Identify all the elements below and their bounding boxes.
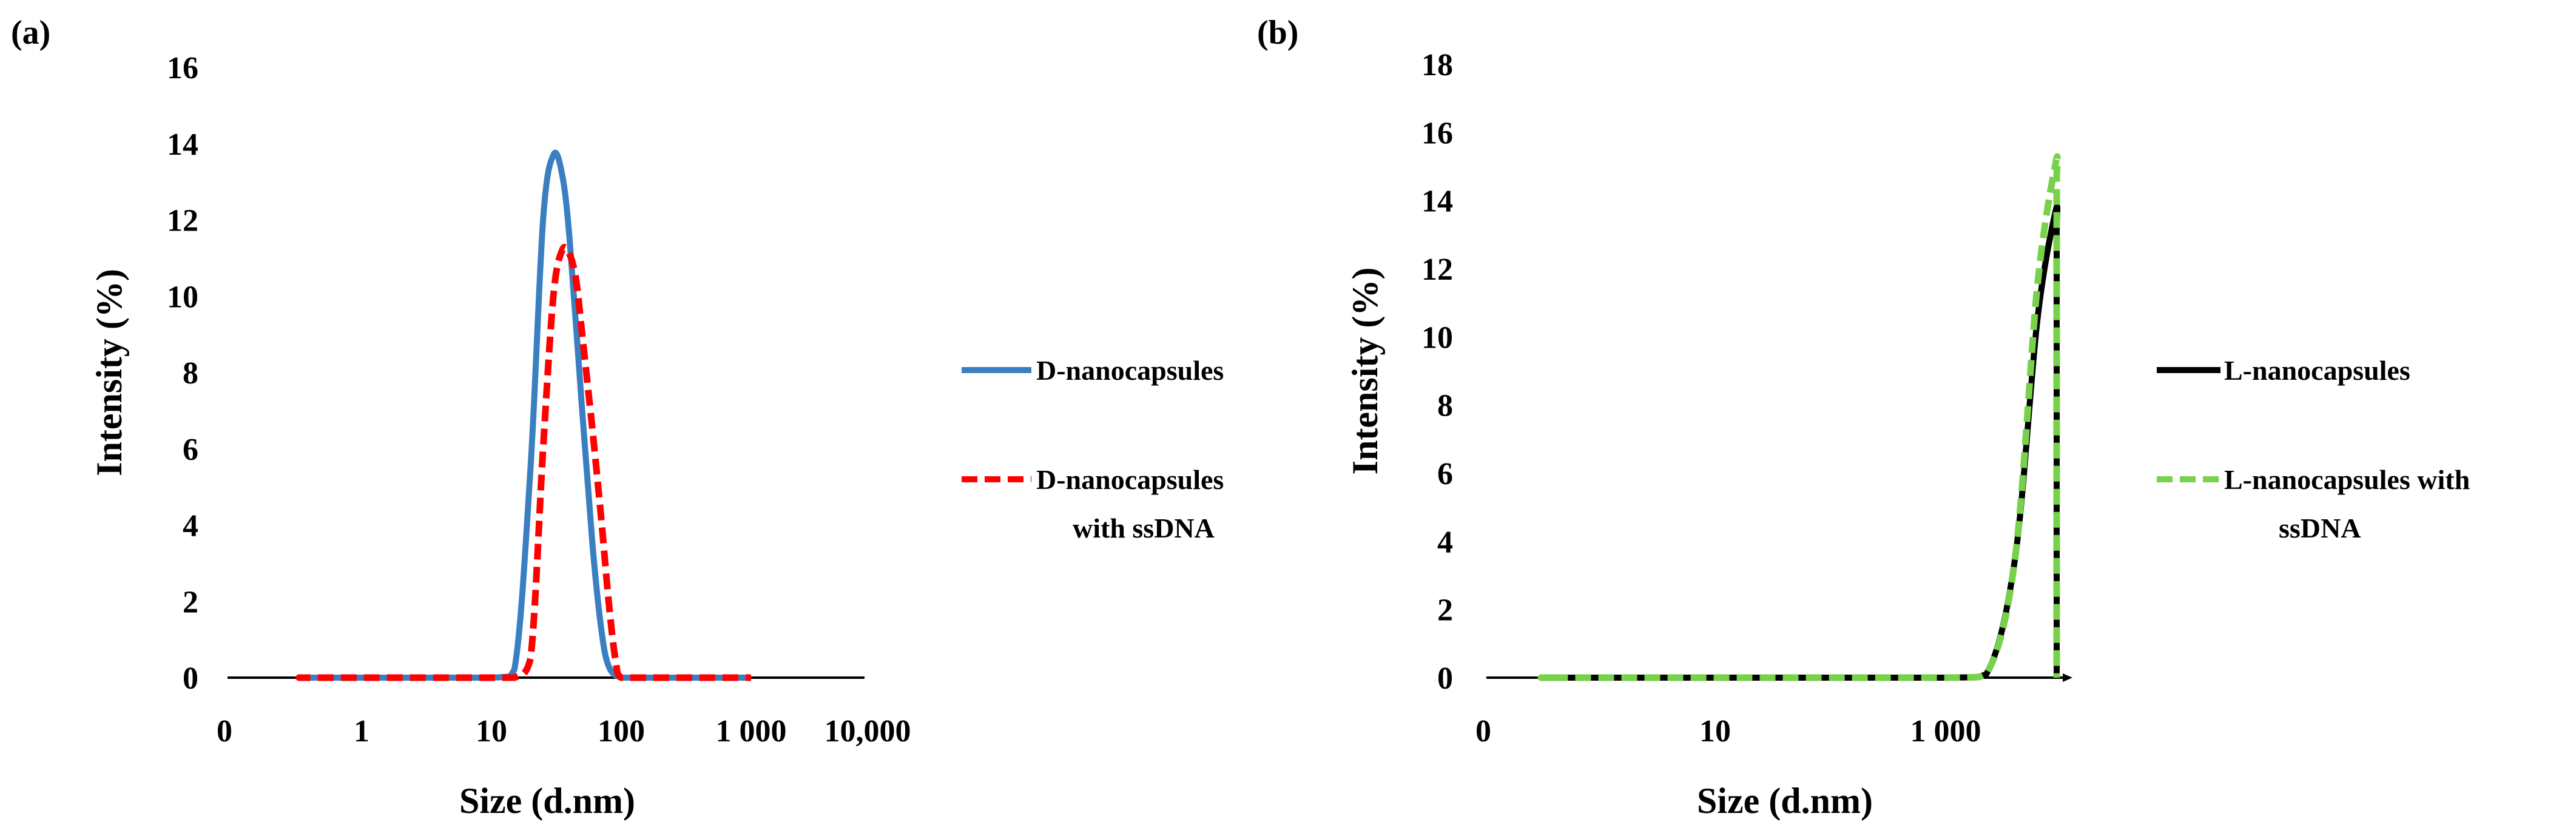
y-tick-label: 4 (1437, 525, 1453, 559)
y-tick-label: 2 (183, 585, 198, 619)
panel-a-x-axis-title: Size (d.nm) (459, 781, 635, 821)
x-tick-label: 0 (217, 714, 232, 749)
y-tick-label: 14 (1421, 184, 1453, 219)
panel-a-y-axis-title: Intensity (%) (89, 269, 129, 476)
panel-b-y-axis-title: Intensity (%) (1345, 268, 1385, 475)
y-tick-label: 6 (183, 433, 198, 467)
panel-b-series (1537, 153, 2061, 681)
y-tick-label: 10 (167, 280, 198, 314)
y-tick-label: 16 (167, 51, 198, 86)
panel-label-a: (a) (11, 14, 50, 52)
y-tick-label: 14 (167, 127, 198, 162)
x-tick-label: 1 000 (1910, 714, 1981, 749)
x-tick-label: 10,000 (824, 714, 911, 749)
y-tick-label: 10 (1421, 320, 1453, 355)
panel-a-y-ticks: 0 2 4 6 8 10 12 14 16 (167, 51, 198, 696)
panel-b-x-axis-title: Size (d.nm) (1697, 781, 1873, 821)
legend-label-continued: ssDNA (2279, 513, 2361, 544)
legend-label: D-nanocapsules (1036, 464, 1224, 495)
panel-b-x-ticks: 0 10 1 000 (1475, 714, 1981, 749)
y-tick-label: 8 (183, 356, 198, 391)
series-line (295, 244, 751, 681)
x-tick-label: 0 (1475, 714, 1491, 749)
panel-a-legend: D-nanocapsules D-nanocapsules with ssDNA (962, 355, 1224, 544)
legend-label: L-nanocapsules with (2224, 464, 2470, 495)
panel-b: (b) 0 2 4 6 8 10 12 14 16 18 0 10 1 000 Intensity (… (1257, 14, 2470, 821)
y-tick-label: 0 (1437, 661, 1453, 696)
series-line (1537, 153, 2061, 681)
series-line (1538, 203, 2061, 681)
x-tick-label: 1 000 (716, 714, 787, 749)
x-tick-label: 100 (598, 714, 645, 749)
y-tick-label: 12 (167, 204, 198, 238)
legend-label: L-nanocapsules (2224, 355, 2410, 386)
panel-b-legend: L-nanocapsules L-nanocapsules with ssDNA (2157, 355, 2470, 544)
x-axis-arrow (2063, 673, 2072, 682)
y-tick-label: 6 (1437, 457, 1453, 491)
y-tick-label: 4 (183, 509, 198, 544)
y-tick-label: 18 (1421, 48, 1453, 83)
x-tick-label: 10 (1699, 714, 1731, 749)
panel-a: (a) 0 2 4 6 8 10 12 14 16 0 1 10 100 1 000 10,000 Int… (11, 14, 1224, 821)
y-tick-label: 8 (1437, 389, 1453, 423)
series-line (295, 149, 751, 681)
panel-b-y-ticks: 0 2 4 6 8 10 12 14 16 18 (1421, 48, 1453, 696)
legend-label-continued: with ssDNA (1073, 513, 1215, 544)
x-tick-label: 1 (354, 714, 369, 749)
y-tick-label: 16 (1421, 116, 1453, 150)
panel-label-b: (b) (1257, 14, 1298, 52)
panel-a-x-ticks: 0 1 10 100 1 000 10,000 (217, 714, 911, 749)
legend-label: D-nanocapsules (1036, 355, 1224, 386)
y-tick-label: 12 (1421, 252, 1453, 287)
y-tick-label: 2 (1437, 593, 1453, 628)
panel-a-series (295, 149, 751, 681)
y-tick-label: 0 (183, 661, 198, 696)
x-tick-label: 10 (476, 714, 507, 749)
